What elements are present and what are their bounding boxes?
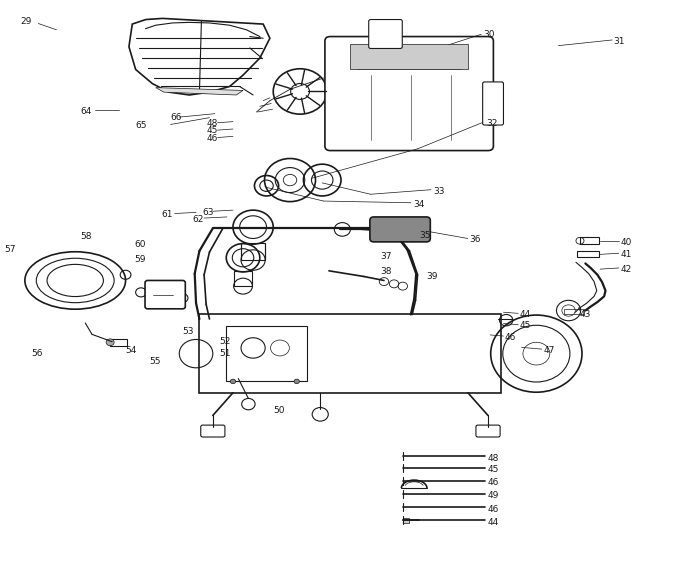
Circle shape bbox=[106, 339, 114, 345]
Text: 46: 46 bbox=[488, 504, 499, 514]
Bar bbox=[564, 309, 584, 315]
Text: 35: 35 bbox=[419, 231, 431, 239]
FancyBboxPatch shape bbox=[483, 82, 503, 125]
Text: 45: 45 bbox=[520, 321, 531, 331]
Circle shape bbox=[294, 379, 299, 384]
Text: 60: 60 bbox=[134, 239, 146, 249]
Polygon shape bbox=[129, 18, 270, 95]
Text: 34: 34 bbox=[413, 200, 424, 209]
FancyBboxPatch shape bbox=[325, 36, 493, 150]
Bar bbox=[241, 243, 265, 260]
Text: 62: 62 bbox=[193, 215, 204, 223]
Text: 29: 29 bbox=[20, 17, 32, 26]
FancyBboxPatch shape bbox=[370, 217, 430, 242]
Bar bbox=[578, 251, 599, 256]
Text: 54: 54 bbox=[125, 346, 137, 355]
FancyBboxPatch shape bbox=[369, 19, 402, 48]
Text: 39: 39 bbox=[426, 272, 438, 281]
Text: 46: 46 bbox=[505, 333, 516, 341]
Text: 33: 33 bbox=[433, 187, 444, 196]
Text: 59: 59 bbox=[134, 255, 146, 264]
Polygon shape bbox=[156, 88, 243, 95]
Text: 45: 45 bbox=[206, 126, 218, 135]
Text: 30: 30 bbox=[483, 30, 495, 39]
Text: 32: 32 bbox=[486, 119, 497, 128]
Text: 50: 50 bbox=[273, 406, 284, 416]
Bar bbox=[403, 518, 410, 523]
Text: 36: 36 bbox=[469, 235, 481, 244]
Text: 45: 45 bbox=[488, 465, 499, 474]
Text: 56: 56 bbox=[32, 349, 43, 357]
Circle shape bbox=[231, 379, 236, 384]
Bar bbox=[234, 271, 253, 286]
Text: 64: 64 bbox=[81, 107, 92, 116]
Bar bbox=[110, 339, 127, 345]
Text: 57: 57 bbox=[5, 245, 16, 254]
Text: 44: 44 bbox=[520, 310, 531, 319]
Bar bbox=[580, 237, 599, 244]
Text: 38: 38 bbox=[381, 267, 392, 276]
Text: 44: 44 bbox=[488, 518, 499, 527]
Text: 48: 48 bbox=[488, 454, 499, 462]
Text: 66: 66 bbox=[171, 113, 182, 122]
Text: 42: 42 bbox=[620, 265, 632, 274]
Polygon shape bbox=[350, 44, 468, 70]
Text: 65: 65 bbox=[135, 121, 147, 130]
Text: 55: 55 bbox=[149, 357, 160, 366]
Text: 63: 63 bbox=[203, 208, 214, 217]
Bar bbox=[200, 315, 501, 393]
Text: 53: 53 bbox=[183, 327, 194, 336]
Text: 52: 52 bbox=[220, 337, 231, 346]
Bar bbox=[226, 326, 307, 381]
FancyBboxPatch shape bbox=[201, 425, 225, 437]
Text: 41: 41 bbox=[620, 250, 632, 259]
Text: 47: 47 bbox=[544, 346, 555, 355]
Text: 49: 49 bbox=[488, 491, 499, 500]
Text: 31: 31 bbox=[613, 37, 625, 46]
FancyBboxPatch shape bbox=[145, 280, 185, 309]
Text: 46: 46 bbox=[206, 134, 218, 143]
Text: 40: 40 bbox=[620, 238, 632, 247]
Text: 43: 43 bbox=[580, 310, 591, 319]
Text: 58: 58 bbox=[81, 233, 92, 241]
Text: 37: 37 bbox=[381, 252, 392, 261]
Text: 46: 46 bbox=[488, 478, 499, 487]
Text: 61: 61 bbox=[161, 210, 173, 219]
Text: 48: 48 bbox=[206, 119, 218, 128]
FancyBboxPatch shape bbox=[476, 425, 500, 437]
Text: 51: 51 bbox=[220, 349, 231, 357]
